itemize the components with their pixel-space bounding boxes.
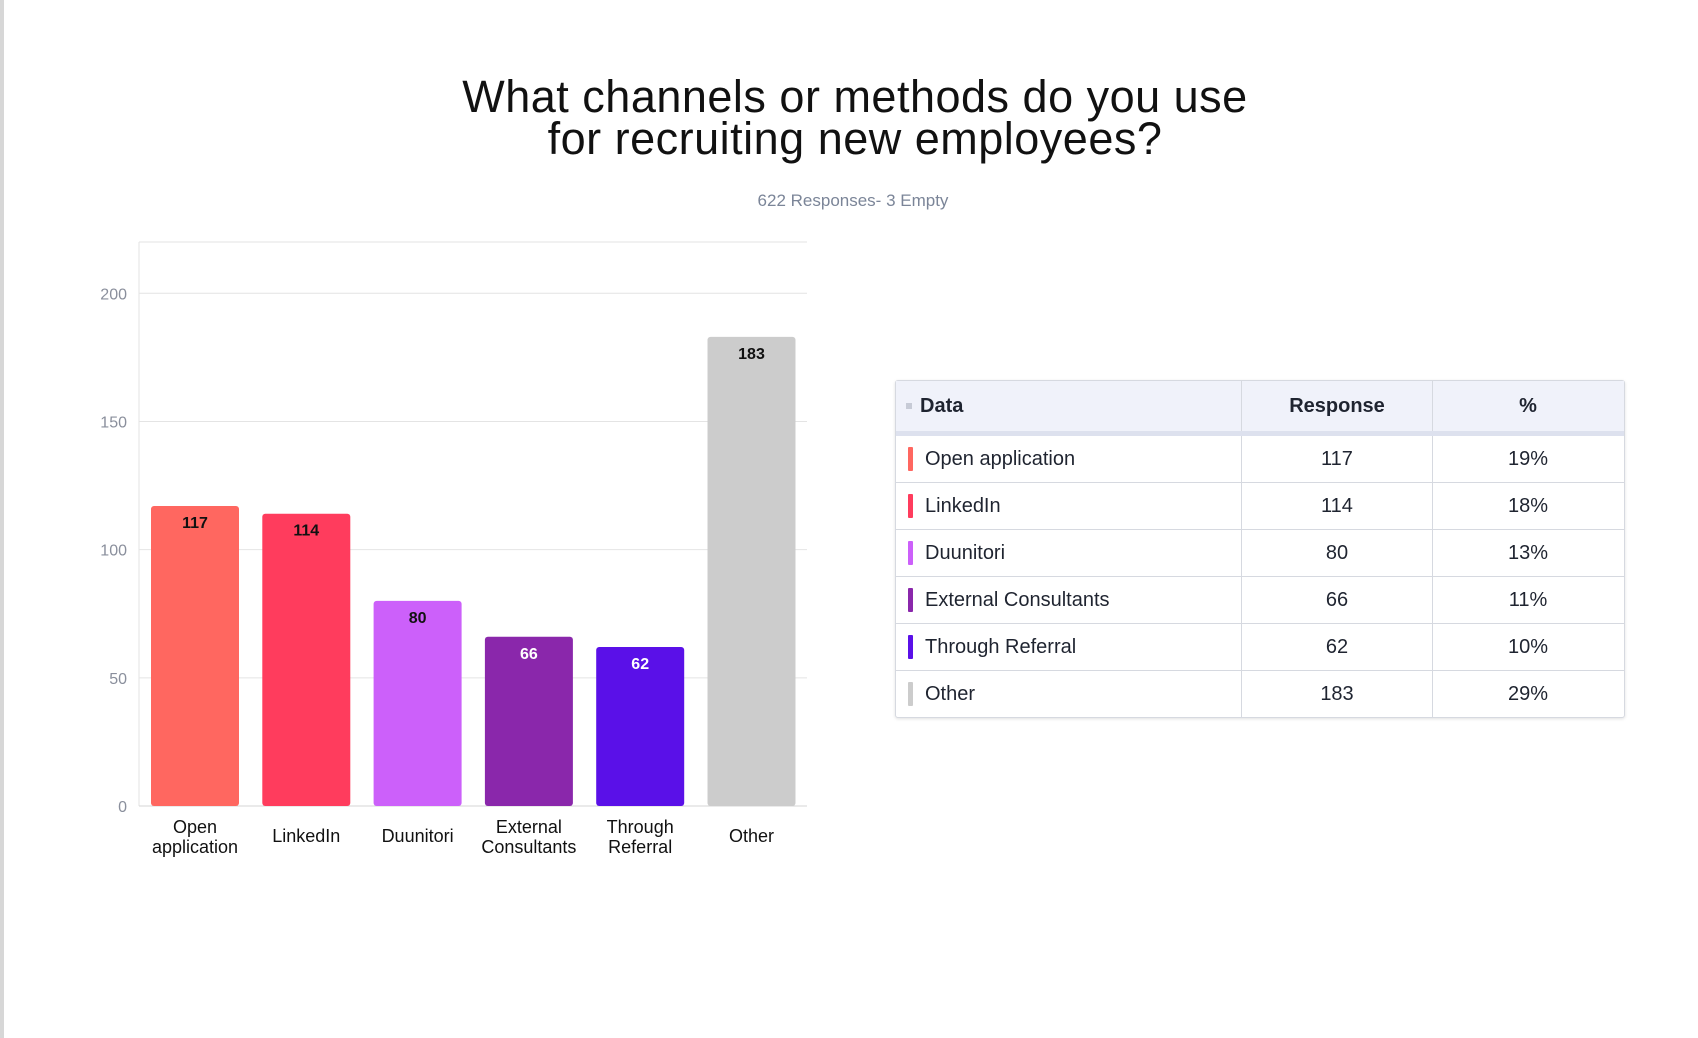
x-category-label: application xyxy=(152,837,238,857)
cell-data: Through Referral xyxy=(896,624,1242,670)
color-swatch xyxy=(908,635,913,659)
cell-response: 117 xyxy=(1242,436,1433,482)
chart-subtitle: 622 Responses- 3 Empty xyxy=(757,191,949,210)
bar xyxy=(151,506,239,806)
cell-data: External Consultants xyxy=(896,577,1242,623)
table-row: Other 183 29% xyxy=(896,671,1624,717)
bar-value-label: 80 xyxy=(409,610,427,627)
page-left-edge xyxy=(0,0,4,1038)
column-header-percent[interactable]: % xyxy=(1519,394,1537,417)
x-category-label: Other xyxy=(729,826,774,846)
x-category-label: Referral xyxy=(608,837,672,857)
color-swatch xyxy=(908,541,913,565)
y-tick-label: 100 xyxy=(100,543,127,560)
bar-value-label: 114 xyxy=(293,523,319,540)
cell-percent: 10% xyxy=(1507,635,1549,658)
chart-title-line-2: for recruiting new employees? xyxy=(547,113,1163,164)
x-category-label: Open xyxy=(173,817,217,837)
table-row: Open application 117 19% xyxy=(896,436,1624,483)
x-category-label: Consultants xyxy=(481,837,576,857)
row-label: External Consultants xyxy=(925,588,1110,611)
row-label: Open application xyxy=(925,447,1076,470)
cell-percent: 13% xyxy=(1507,541,1549,564)
table-row: External Consultants 66 11% xyxy=(896,577,1624,624)
cell-response: 66 xyxy=(1242,577,1433,623)
y-tick-label: 0 xyxy=(118,799,127,816)
cell-response: 183 xyxy=(1242,671,1433,717)
cell-response: 114 xyxy=(1242,483,1433,529)
bar xyxy=(484,636,573,806)
cell-response: 80 xyxy=(1242,530,1433,576)
y-tick-label: 200 xyxy=(100,286,127,303)
bar xyxy=(596,647,685,806)
column-header-data[interactable]: Data xyxy=(896,381,1242,431)
sort-handle-icon xyxy=(906,403,912,409)
bar-value-label: 62 xyxy=(631,656,649,673)
table-body: Open application 117 19% LinkedIn 114 18% Duun… xyxy=(896,436,1624,717)
bar-value-label: 117 xyxy=(182,515,208,532)
table-row: Duunitori 80 13% xyxy=(896,530,1624,577)
row-label: Through Referral xyxy=(925,635,1077,658)
cell-data: Other xyxy=(896,671,1242,717)
column-header-response[interactable]: Response xyxy=(1242,381,1433,431)
cell-response: 62 xyxy=(1242,624,1433,670)
x-category-label: Through xyxy=(607,817,674,837)
bar xyxy=(262,513,351,806)
bar xyxy=(707,336,796,806)
chart-title-line-1: What channels or methods do you use xyxy=(462,71,1248,122)
row-label: LinkedIn xyxy=(925,494,1001,517)
table-row: LinkedIn 114 18% xyxy=(896,483,1624,530)
y-tick-label: 50 xyxy=(109,671,127,688)
bar-value-label: 66 xyxy=(520,646,538,663)
table-header: Data Response % xyxy=(896,381,1624,436)
column-header-data-label: Data xyxy=(920,394,964,417)
cell-data: Open application xyxy=(896,436,1242,482)
cell-percent: 11% xyxy=(1508,588,1548,611)
cell-percent: 29% xyxy=(1507,682,1549,705)
cell-data: Duunitori xyxy=(896,530,1242,576)
bar-value-label: 183 xyxy=(738,346,765,363)
table-row: Through Referral 62 10% xyxy=(896,624,1624,671)
bar xyxy=(373,600,462,806)
row-label: Other xyxy=(925,682,976,705)
cell-percent: 18% xyxy=(1507,494,1549,517)
x-category-label: Duunitori xyxy=(382,826,454,846)
x-category-label: LinkedIn xyxy=(272,826,340,846)
color-swatch xyxy=(908,447,913,471)
data-table: Data Response % Open application 117 19% Li… xyxy=(895,380,1625,718)
y-tick-label: 150 xyxy=(100,414,127,431)
row-label: Duunitori xyxy=(925,541,1006,564)
color-swatch xyxy=(908,494,913,518)
chart-title: What channels or methods do you use for … xyxy=(0,71,1698,164)
cell-data: LinkedIn xyxy=(896,483,1242,529)
color-swatch xyxy=(908,682,913,706)
cell-percent: 19% xyxy=(1507,447,1549,470)
x-category-label: External xyxy=(496,817,562,837)
color-swatch xyxy=(908,588,913,612)
